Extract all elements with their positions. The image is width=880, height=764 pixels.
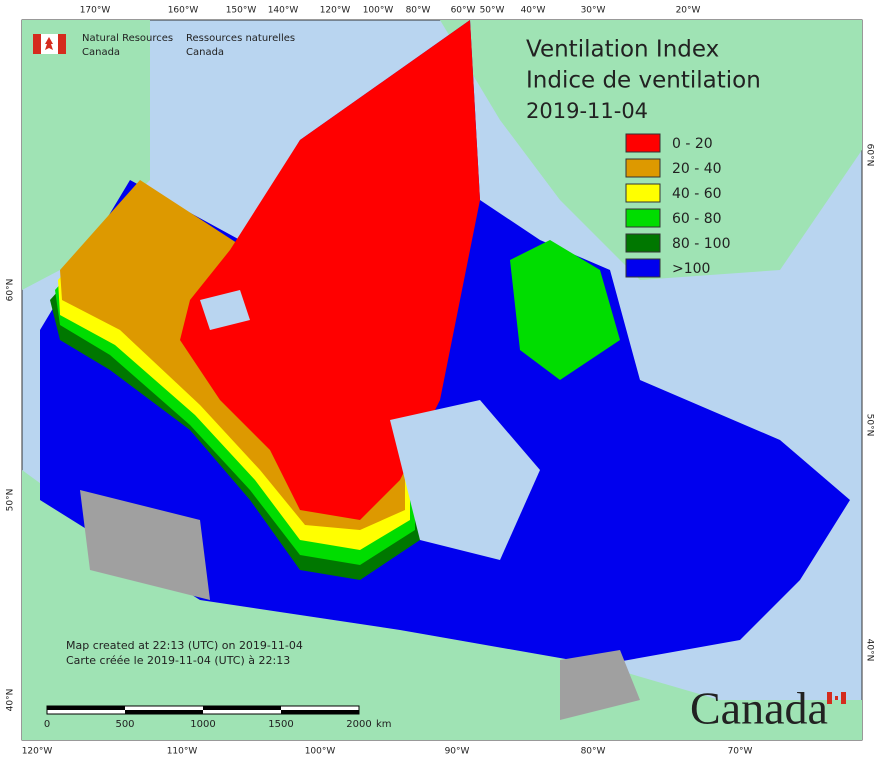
wordmark: Canada [690, 683, 828, 734]
scale-bar [46, 705, 360, 715]
usa [22, 470, 862, 740]
legend-swatch [625, 133, 661, 153]
title: Indice de ventilation [526, 68, 761, 94]
legend-label: 60 - 80 [672, 211, 722, 227]
longitude-label: 100°W [363, 6, 394, 16]
note: Map created at 22:13 (UTC) on 2019-11-04 [66, 639, 303, 652]
logo [33, 34, 66, 54]
latitude-label: 50°N [6, 489, 16, 512]
longitude-label: 170°W [80, 6, 111, 16]
maple-leaf [835, 696, 838, 700]
flag-band [58, 34, 66, 54]
no-data [80, 490, 210, 600]
longitude-label: 100°W [305, 747, 336, 757]
scale-segment [203, 706, 281, 710]
longitude-label: 80°W [406, 6, 431, 16]
scale-label: 1000 [190, 719, 215, 730]
legend-label: 80 - 100 [672, 236, 731, 252]
flag-band [827, 692, 832, 704]
agency-fr: Canada [186, 47, 224, 58]
longitude-label: 120°W [320, 6, 351, 16]
legend-swatch [625, 233, 661, 253]
latitude-label: 60°N [865, 144, 875, 167]
lake [200, 290, 250, 330]
no-data [560, 650, 640, 720]
legend-swatch [625, 183, 661, 203]
legend-label: >100 [672, 261, 710, 277]
scale-segment [125, 710, 203, 714]
legend-swatch [625, 208, 661, 228]
longitude-label: 80°W [581, 747, 606, 757]
title: Ventilation Index [526, 37, 719, 63]
scale-label: 0 [44, 719, 50, 730]
longitude-label: 110°W [167, 747, 198, 757]
title-date: 2019-11-04 [526, 99, 648, 123]
latitude-label: 50°N [865, 414, 875, 437]
zone-red [180, 20, 480, 520]
longitude-label: 160°W [168, 6, 199, 16]
longitude-label: 150°W [226, 6, 257, 16]
longitude-label: 70°W [728, 747, 753, 757]
flag-band [841, 692, 846, 704]
scale-segment [281, 710, 359, 714]
scale-label: 1500 [268, 719, 293, 730]
longitude-label: 20°W [676, 6, 701, 16]
longitude-label: 90°W [445, 747, 470, 757]
longitude-label: 120°W [22, 747, 53, 757]
wordmark-flag [827, 692, 846, 704]
scale-label: 500 [115, 719, 134, 730]
longitude-label: 30°W [581, 6, 606, 16]
zone-green [510, 240, 620, 380]
legend-swatch [625, 158, 661, 178]
legend-label: 0 - 20 [672, 136, 713, 152]
legend-swatch [625, 258, 661, 278]
agency-en: Canada [82, 47, 120, 58]
longitude-label: 50°W [480, 6, 505, 16]
legend-label: 40 - 60 [672, 186, 722, 202]
longitude-label: 60°W [451, 6, 476, 16]
latitude-label: 40°N [6, 689, 16, 712]
longitude-label: 140°W [268, 6, 299, 16]
flag-band [33, 34, 41, 54]
agency-en: Natural Resources [82, 33, 173, 44]
scale-unit: km [376, 719, 392, 730]
alaska [22, 20, 150, 290]
scale-label: 2000 [346, 719, 371, 730]
longitude-label: 40°W [521, 6, 546, 16]
latitude-label: 60°N [6, 279, 16, 302]
agency-fr: Ressources naturelles [186, 33, 295, 44]
scale-segment [47, 706, 125, 710]
legend-label: 20 - 40 [672, 161, 722, 177]
latitude-label: 40°N [865, 639, 875, 662]
maple-leaf [45, 37, 53, 50]
note: Carte créée le 2019-11-04 (UTC) à 22:13 [66, 654, 290, 667]
hudson-bay [390, 400, 540, 560]
